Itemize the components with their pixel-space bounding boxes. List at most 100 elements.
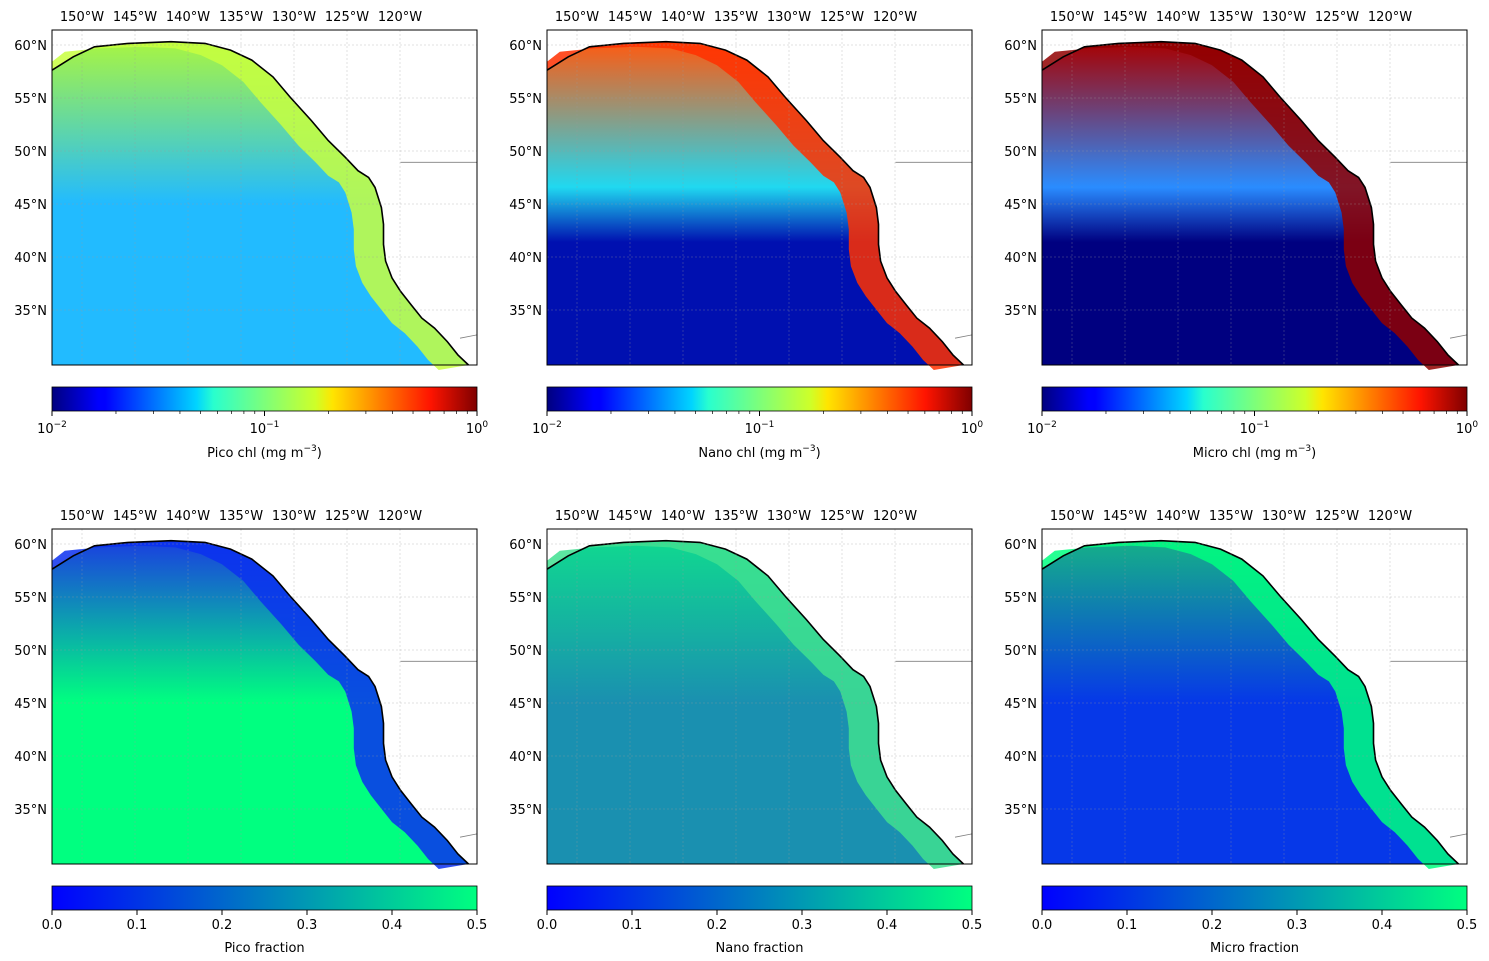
colorbar-tick-label: 0.4 — [1372, 918, 1393, 933]
lat-label: 35°N — [509, 304, 542, 319]
lat-label: 55°N — [509, 92, 542, 107]
colorbar-tick-label: 0.0 — [537, 918, 558, 933]
lat-label: 40°N — [14, 251, 47, 266]
colorbar-tick-label: 0.5 — [467, 918, 488, 933]
lat-label: 45°N — [509, 697, 542, 712]
panel-pico-chl: 150°W 145°W 140°W 135°W 130°W 125°W 120°W 60°N 5… — [14, 10, 488, 461]
lat-label: 45°N — [1004, 697, 1037, 712]
coastal-band — [52, 41, 469, 370]
colorbar-tick-label: 0.5 — [962, 918, 983, 933]
lat-label: 60°N — [1004, 538, 1037, 553]
lon-label: 125°W — [325, 10, 369, 25]
lon-label: 140°W — [1156, 509, 1200, 524]
lon-label: 125°W — [1315, 509, 1359, 524]
lat-label: 45°N — [1004, 198, 1037, 213]
panel-micro-chl: 150°W 145°W 140°W 135°W 130°W 125°W 120°W 60°N 5… — [1004, 10, 1478, 461]
colorbar-tick-label: 100 — [1456, 420, 1479, 437]
lat-label: 55°N — [1004, 591, 1037, 606]
panel-nano-fraction: 150°W 145°W 140°W 135°W 130°W 125°W 120°W 60°N 5… — [509, 509, 982, 956]
lat-label: 55°N — [14, 591, 47, 606]
map-frame — [1041, 528, 1468, 865]
lon-label: 120°W — [873, 10, 917, 25]
colorbar-tick-label: 0.3 — [297, 918, 318, 933]
lon-label: 130°W — [272, 10, 316, 25]
lon-label: 125°W — [325, 509, 369, 524]
colorbar-tick-label: 10−1 — [745, 420, 775, 437]
colorbar-tick-label: 0.3 — [792, 918, 813, 933]
colorbar-pico-chl — [51, 386, 478, 412]
lat-label: 50°N — [14, 145, 47, 160]
lat-label: 50°N — [1004, 644, 1037, 659]
lon-label: 130°W — [767, 10, 811, 25]
lat-label: 60°N — [1004, 39, 1037, 54]
colorbar-tick-label: 0.4 — [877, 918, 898, 933]
colorbar-tick-label: 10−1 — [250, 420, 280, 437]
lon-label: 135°W — [714, 10, 758, 25]
panel-micro-fraction: 150°W 145°W 140°W 135°W 130°W 125°W 120°W 60°N 5… — [1004, 509, 1477, 956]
colorbar-tick-label: 10−1 — [1240, 420, 1270, 437]
coastal-band — [1042, 41, 1459, 370]
lon-label: 140°W — [661, 10, 705, 25]
colorbar-tick-label: 0.0 — [1032, 918, 1053, 933]
colorbar-tick-label: 0.4 — [382, 918, 403, 933]
lon-label: 145°W — [608, 509, 652, 524]
lon-label: 140°W — [1156, 10, 1200, 25]
lon-label: 130°W — [1262, 10, 1306, 25]
lat-label: 60°N — [14, 39, 47, 54]
lon-label: 135°W — [219, 10, 263, 25]
lat-label: 50°N — [14, 644, 47, 659]
lon-label: 125°W — [1315, 10, 1359, 25]
lon-label: 125°W — [820, 509, 864, 524]
lat-label: 35°N — [14, 304, 47, 319]
colorbar-tick-label: 0.2 — [1202, 918, 1223, 933]
lon-label: 150°W — [555, 10, 599, 25]
map-frame — [1041, 29, 1468, 366]
lon-label: 135°W — [1209, 10, 1253, 25]
map-frame — [51, 29, 478, 366]
colorbar-tick-label: 100 — [466, 420, 489, 437]
lon-label: 150°W — [60, 10, 104, 25]
lon-label: 120°W — [1368, 10, 1412, 25]
lat-label: 55°N — [509, 591, 542, 606]
colorbar-tick-label: 0.1 — [127, 918, 148, 933]
lon-label: 120°W — [378, 509, 422, 524]
lat-label: 45°N — [14, 697, 47, 712]
colorbar-label: Micro fraction — [1210, 941, 1299, 956]
colorbar-label: Nano chl (mg m−3) — [698, 444, 820, 461]
lat-label: 40°N — [509, 750, 542, 765]
lat-label: 60°N — [14, 538, 47, 553]
colorbar-micro-fraction — [1041, 885, 1468, 911]
colorbar-tick-label: 0.2 — [707, 918, 728, 933]
colorbar-tick-label: 0.3 — [1287, 918, 1308, 933]
lat-label: 35°N — [1004, 304, 1037, 319]
panel-pico-fraction: 150°W 145°W 140°W 135°W 130°W 125°W 120°W 60°N 5… — [14, 509, 487, 956]
colorbar-tick-label: 0.5 — [1457, 918, 1478, 933]
lon-label: 150°W — [1050, 509, 1094, 524]
lon-label: 150°W — [60, 509, 104, 524]
colorbar-nano-fraction — [546, 885, 973, 911]
colorbar-tick-label: 10−2 — [532, 420, 562, 437]
lat-label: 50°N — [509, 145, 542, 160]
lon-label: 145°W — [608, 10, 652, 25]
lon-label: 130°W — [767, 509, 811, 524]
map-frame — [51, 528, 478, 865]
lon-label: 145°W — [113, 10, 157, 25]
colorbar-label: Nano fraction — [716, 941, 804, 956]
lon-label: 150°W — [555, 509, 599, 524]
colorbar-label: Pico fraction — [224, 941, 304, 956]
lat-label: 60°N — [509, 39, 542, 54]
colorbar-label: Micro chl (mg m−3) — [1193, 444, 1316, 461]
lon-label: 150°W — [1050, 10, 1094, 25]
lat-label: 40°N — [509, 251, 542, 266]
lat-label: 50°N — [1004, 145, 1037, 160]
lat-label: 60°N — [509, 538, 542, 553]
lon-label: 145°W — [1103, 10, 1147, 25]
lat-label: 50°N — [509, 644, 542, 659]
colorbar-pico-fraction — [51, 885, 478, 911]
lon-label: 145°W — [1103, 509, 1147, 524]
border-line — [1449, 334, 1468, 339]
lon-label: 120°W — [873, 509, 917, 524]
lon-label: 135°W — [714, 509, 758, 524]
colorbar-tick-label: 10−2 — [37, 420, 67, 437]
lon-label: 130°W — [272, 509, 316, 524]
